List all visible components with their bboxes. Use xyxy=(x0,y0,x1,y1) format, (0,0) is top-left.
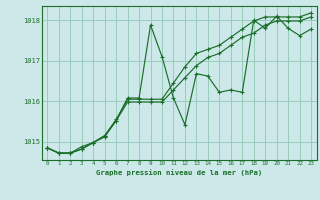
X-axis label: Graphe pression niveau de la mer (hPa): Graphe pression niveau de la mer (hPa) xyxy=(96,169,262,176)
